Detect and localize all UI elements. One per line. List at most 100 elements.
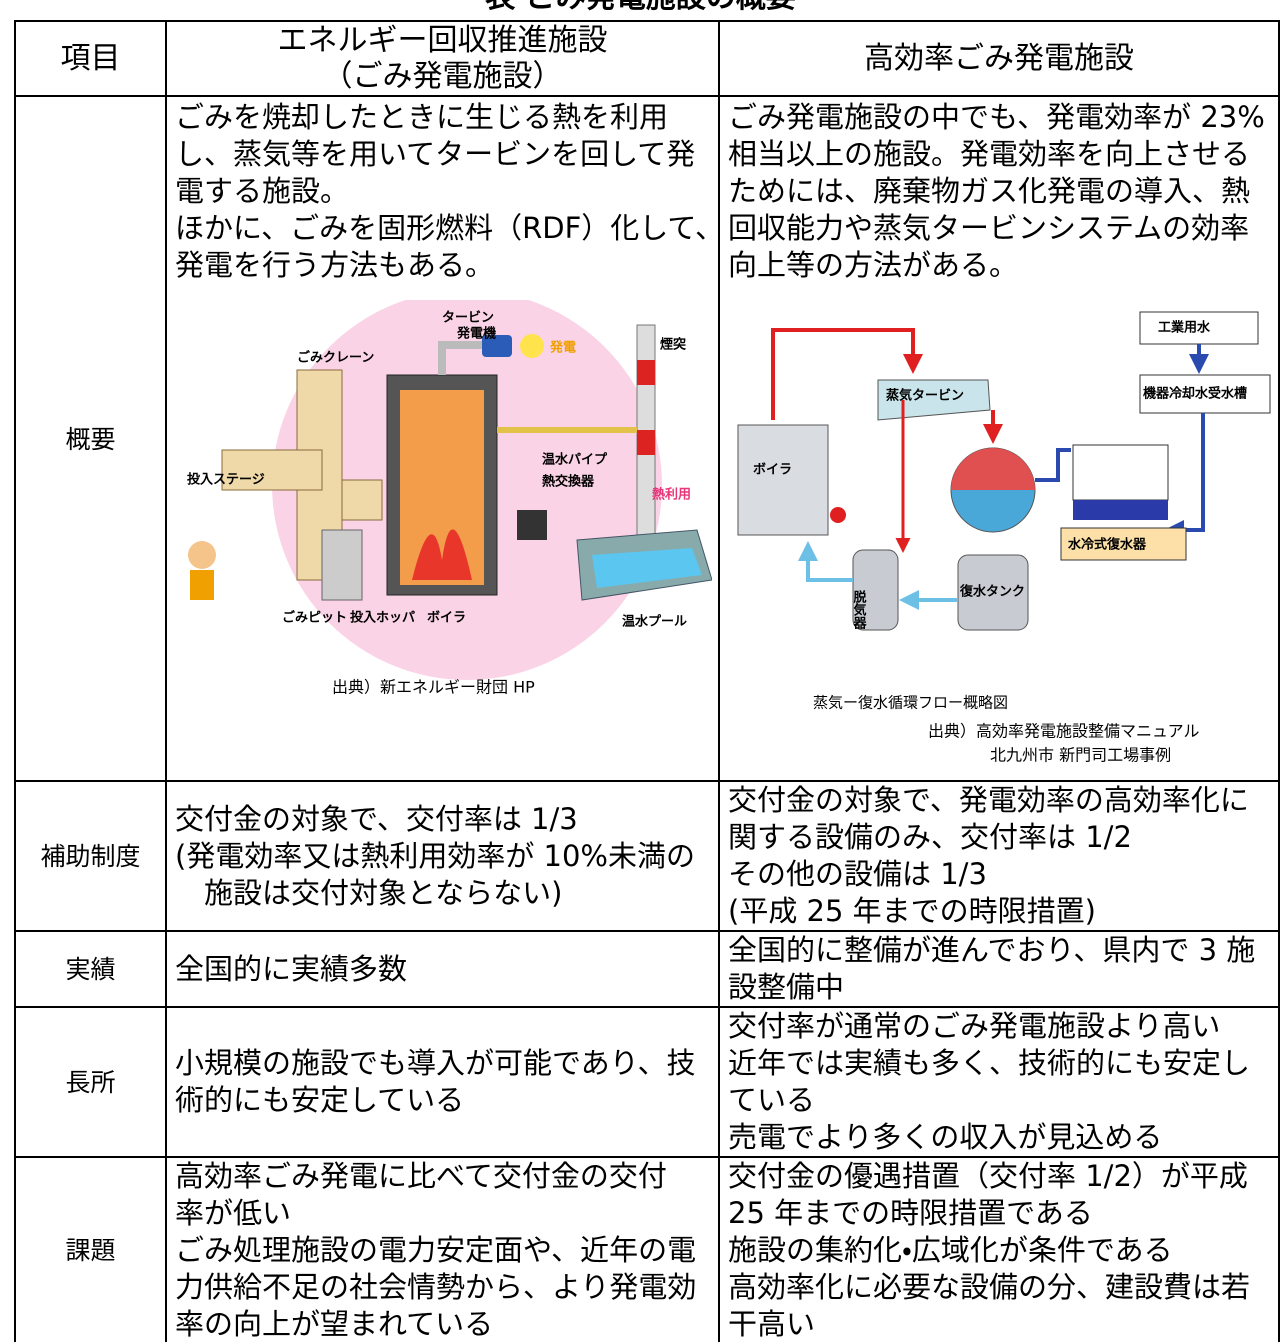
steam-cycle-figure: 工業用水 機器冷却水受水槽 蒸気タービン ボイラ 水冷式復水器 脱気器 復水タン…: [737, 311, 1271, 765]
cooling-line: [1035, 448, 1071, 482]
fig-label: 工業用水: [1158, 320, 1211, 336]
text-line: 力供給不足の社会情勢から、より発電効: [175, 1270, 697, 1304]
text-line: ている: [728, 1083, 816, 1117]
fig-label: 機器冷却水受水槽: [1143, 386, 1247, 402]
text-line: ためには、廃棄物ガス化発電の導入、熱: [728, 174, 1251, 208]
heat-exchanger: [517, 510, 547, 540]
person-body: [190, 570, 214, 600]
cooling-basin: [1073, 500, 1168, 520]
fig-source: 出典）新エネルギー財団 HP: [332, 678, 535, 697]
text-line: 交付金の対象で、交付率は 1/3: [175, 801, 578, 836]
pit: [321, 529, 363, 601]
fig-label: 温水プール: [622, 614, 687, 630]
row-label: 概要: [14, 95, 167, 782]
fig-label: ボイラ: [753, 462, 792, 478]
power-plant-figure: タービン 発電機 発電 煙突 ごみクレーン 温水パイプ 熱交換器 熱利用 投入ス…: [187, 300, 712, 697]
fig-label: 発電機: [456, 326, 496, 342]
person: [188, 541, 216, 569]
cooling-line: [1164, 413, 1205, 540]
text-line: 交付率が通常のごみ発電施設より高い: [728, 1009, 1221, 1043]
condensate-tank: [957, 554, 1029, 631]
hopper: [341, 479, 383, 521]
cell: 高効率ごみ発電に比べて交付金の交付 率が低い ごみ処理施設の電力安定面や、近年の電力…: [165, 1156, 720, 1342]
text-line: 回収能力や蒸気タービンシステムの効率: [728, 211, 1250, 245]
table-row: 実績 全国的に実績多数 全国的に整備が進んでおり、県内で 3 施設整備中: [14, 930, 1280, 1008]
overview-table: 項目 エネルギー回収推進施設 （ごみ発電施設） 高効率ごみ発電施設概要 ごみを焼却したと…: [14, 20, 1280, 1342]
fig-label: 投入ホッパ: [350, 610, 415, 626]
row-label: 実績: [14, 930, 167, 1008]
header-cell: エネルギー回収推進施設 （ごみ発電施設）: [165, 20, 720, 97]
text-line: 高効率ごみ発電に比べて交付金の交付: [175, 1159, 667, 1193]
text-line: ごみを焼却したときに生じる熱を利用: [175, 100, 669, 134]
cell: 小規模の施設でも導入が可能であり、技 術的にも安定している: [165, 1006, 720, 1158]
cell: 交付金の対象で、交付率は 1/3 (発電効率又は熱利用効率が 10%未満の 施設は…: [165, 780, 720, 932]
row-label: 長所: [14, 1006, 167, 1158]
turbine: [877, 379, 991, 421]
fig-source: 出典）高効率発電施設整備マニュアル: [928, 722, 1200, 741]
fig-label: 温水パイプ: [542, 452, 608, 468]
condenser-label-box: [1060, 527, 1187, 561]
text-line: 術的にも安定している: [175, 1083, 465, 1117]
text-line: 設整備中: [728, 970, 845, 1004]
text-line: 交付金の優遇措置（交付率 1/2）が平成: [728, 1159, 1248, 1193]
cooling-tower: [1072, 444, 1169, 501]
fig-label: ボイラ: [427, 610, 466, 626]
text-line: エネルギー回収推進施設: [277, 22, 608, 58]
text-line: 発電を行う方法もある。: [175, 248, 495, 282]
table-row: 長所 小規模の施設でも導入が可能であり、技 術的にも安定している 交付率が通常のごみ発…: [14, 1006, 1280, 1158]
fig-label: ごみクレーン: [297, 350, 374, 366]
steam-pipe: [438, 341, 482, 375]
text-line: し、蒸気等を用いてタービンを回して発: [175, 137, 696, 171]
text-line: ごみ発電施設の中でも、発電効率が 23%: [728, 100, 1265, 134]
fig-source: 北九州市 新門司工場事例: [990, 746, 1171, 765]
text-line: 施設の集約化・広域化が条件である: [728, 1233, 1173, 1267]
fig-label: 水冷式復水器: [1067, 537, 1147, 553]
flame: [412, 529, 472, 580]
cell: 全国的に実績多数: [165, 930, 720, 1008]
chimney-band: [637, 430, 655, 455]
text-line: 項目: [60, 40, 121, 76]
feed-line: [798, 541, 853, 582]
header-row: 項目 エネルギー回収推進施設 （ごみ発電施設） 高効率ごみ発電施設: [14, 20, 1280, 97]
cell: 交付金の優遇措置（交付率 1/2）が平成 25 年までの時限措置である 施設の集約化…: [718, 1156, 1280, 1342]
fig-label: タービン: [442, 310, 494, 326]
fig-label: 熱利用: [652, 487, 691, 503]
cell: 交付率が通常のごみ発電施設より高い 近年では実績も多く、技術的にも安定し ている 売電…: [718, 1006, 1280, 1158]
header-cell: 項目: [14, 20, 167, 97]
fig-caption: 蒸気ー復水循環フロー概略図: [813, 694, 1008, 712]
fig-label: 熱交換器: [542, 474, 595, 490]
text-line: 干高い: [728, 1307, 816, 1341]
text-line: (平成 25 年までの時限措置): [728, 894, 1096, 928]
condenser-top: [951, 448, 1035, 490]
chimney-band: [637, 360, 655, 385]
generator: [482, 335, 512, 357]
text-line: ほかに、ごみを固形燃料（RDF）化して、: [175, 211, 724, 245]
text-line: ごみ処理施設の電力安定面や、近年の電: [175, 1233, 697, 1267]
steam-line: [771, 328, 923, 420]
text-line: 高効率ごみ発電施設: [864, 40, 1134, 76]
furnace: [400, 390, 484, 585]
text-line: 交付金の対象で、発電効率の高効率化に: [728, 783, 1249, 817]
text-line: 全国的に整備が進んでおり、県内で 3 施: [728, 933, 1256, 967]
text-line: 施設は交付対象とならない): [175, 875, 563, 910]
page-title: 表 ごみ発電施設の概要: [0, 0, 1281, 16]
water-box: [1139, 311, 1259, 345]
row-label: 補助制度: [14, 780, 167, 932]
deaerator: [852, 549, 899, 631]
cell: 全国的に整備が進んでおり、県内で 3 施設整備中: [718, 930, 1280, 1008]
fig-label: 蒸気タービン: [886, 388, 964, 404]
text-line: 高効率化に必要な設備の分、建設費は若: [728, 1270, 1251, 1304]
text-line: 率が低い: [175, 1196, 292, 1230]
text-line: 関する設備のみ、交付率は 1/2: [728, 820, 1132, 854]
fig-label: 煙突: [660, 337, 687, 353]
text-line: 25 年までの時限措置である: [728, 1196, 1093, 1230]
text-line: その他の設備は 1/3: [728, 857, 987, 891]
text-line: (発電効率又は熱利用効率が 10%未満の: [175, 838, 695, 873]
fig-label: 投入ステージ: [187, 472, 265, 488]
text-line: 近年では実績も多く、技術的にも安定し: [728, 1046, 1251, 1080]
fig-label: 復水タンク: [959, 584, 1025, 600]
row-label: 課題: [14, 1156, 167, 1342]
pool-water: [592, 548, 702, 588]
